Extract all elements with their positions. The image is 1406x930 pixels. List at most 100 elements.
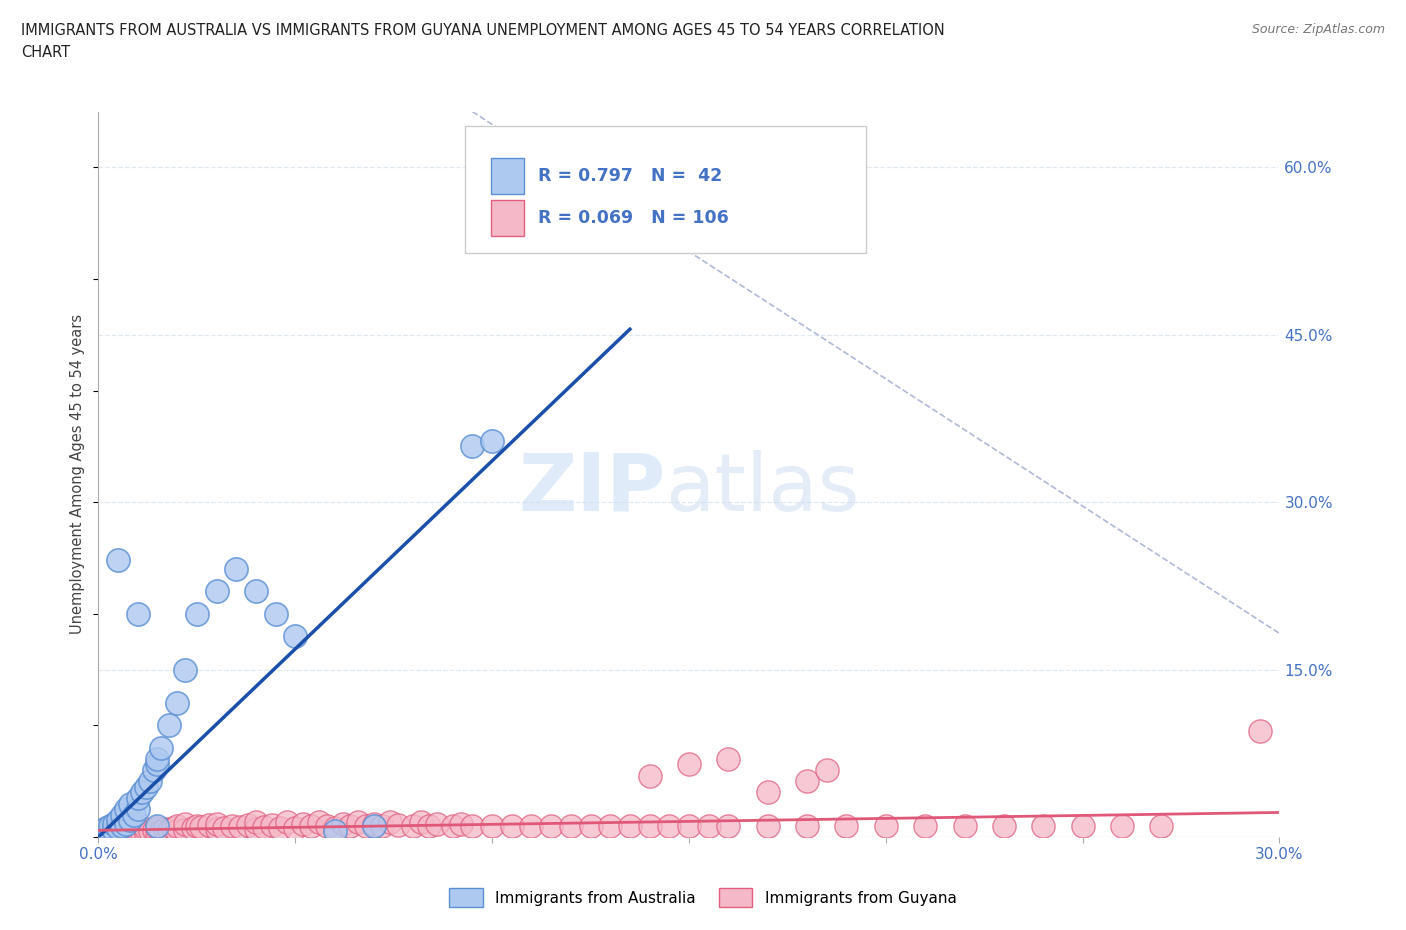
Point bbox=[481, 433, 503, 448]
Point bbox=[98, 825, 121, 840]
Point bbox=[186, 818, 208, 833]
Point bbox=[284, 820, 307, 835]
Point bbox=[363, 818, 385, 833]
Point bbox=[103, 825, 125, 840]
Point bbox=[953, 818, 976, 833]
Text: R = 0.797   N =  42: R = 0.797 N = 42 bbox=[537, 167, 723, 185]
Point bbox=[461, 818, 484, 833]
Point bbox=[91, 828, 114, 843]
Point bbox=[166, 818, 188, 833]
Point bbox=[111, 826, 134, 841]
Point bbox=[402, 818, 425, 833]
Point bbox=[107, 824, 129, 839]
Point bbox=[127, 606, 149, 621]
Point bbox=[323, 824, 346, 839]
Point bbox=[107, 552, 129, 567]
FancyBboxPatch shape bbox=[491, 200, 523, 236]
Point bbox=[1150, 818, 1173, 833]
Point bbox=[91, 826, 114, 841]
Point bbox=[197, 817, 219, 832]
Point bbox=[1071, 818, 1094, 833]
Point bbox=[96, 820, 118, 835]
Point bbox=[299, 818, 322, 833]
Point bbox=[142, 763, 165, 777]
Point bbox=[205, 822, 228, 837]
Point bbox=[579, 818, 602, 833]
Point bbox=[162, 820, 184, 835]
Point bbox=[619, 818, 641, 833]
Point bbox=[835, 818, 858, 833]
Point bbox=[308, 815, 330, 830]
Point bbox=[190, 819, 212, 834]
Point bbox=[236, 817, 259, 832]
Point bbox=[354, 818, 377, 833]
Point bbox=[131, 785, 153, 800]
Point bbox=[426, 817, 449, 831]
Point bbox=[96, 823, 118, 838]
Point bbox=[174, 662, 197, 677]
Point bbox=[638, 818, 661, 833]
Point bbox=[131, 825, 153, 840]
Point bbox=[269, 820, 291, 835]
Point bbox=[796, 818, 818, 833]
Point bbox=[638, 768, 661, 783]
Point bbox=[138, 824, 160, 839]
Point bbox=[146, 751, 169, 766]
Point bbox=[323, 820, 346, 835]
Point bbox=[560, 818, 582, 833]
Point bbox=[142, 823, 165, 838]
Text: R = 0.069   N = 106: R = 0.069 N = 106 bbox=[537, 208, 728, 227]
Point bbox=[118, 826, 141, 841]
Point bbox=[103, 824, 125, 839]
Point bbox=[91, 824, 114, 839]
Point bbox=[150, 740, 173, 755]
Point bbox=[1249, 724, 1271, 738]
Point bbox=[315, 818, 337, 833]
Point bbox=[135, 822, 157, 837]
Point bbox=[260, 817, 283, 832]
Point bbox=[678, 757, 700, 772]
Point bbox=[157, 718, 180, 733]
Point bbox=[599, 818, 621, 833]
FancyBboxPatch shape bbox=[464, 126, 866, 253]
Point bbox=[157, 823, 180, 838]
Point bbox=[107, 820, 129, 835]
Text: ZIP: ZIP bbox=[517, 450, 665, 528]
Point bbox=[245, 815, 267, 830]
Point bbox=[245, 584, 267, 599]
Point bbox=[378, 815, 401, 830]
Point bbox=[135, 826, 157, 841]
Point bbox=[461, 439, 484, 454]
Point bbox=[118, 796, 141, 811]
Point bbox=[91, 828, 114, 843]
Point bbox=[292, 817, 315, 831]
Point bbox=[166, 824, 188, 839]
Point bbox=[96, 828, 118, 843]
Legend: Immigrants from Australia, Immigrants from Guyana: Immigrants from Australia, Immigrants fr… bbox=[443, 883, 963, 913]
Point bbox=[1111, 818, 1133, 833]
Point bbox=[146, 820, 169, 835]
Point bbox=[815, 763, 838, 777]
Point bbox=[914, 818, 936, 833]
Point bbox=[993, 818, 1015, 833]
Point bbox=[98, 826, 121, 841]
Point bbox=[98, 824, 121, 839]
Point bbox=[98, 828, 121, 843]
Point bbox=[118, 823, 141, 838]
Point bbox=[111, 823, 134, 838]
Point bbox=[111, 818, 134, 833]
Point bbox=[540, 818, 562, 833]
Point bbox=[98, 818, 121, 833]
Point bbox=[146, 818, 169, 833]
Point bbox=[450, 817, 472, 831]
Point bbox=[127, 826, 149, 841]
Point bbox=[166, 696, 188, 711]
Point bbox=[91, 824, 114, 839]
Text: IMMIGRANTS FROM AUSTRALIA VS IMMIGRANTS FROM GUYANA UNEMPLOYMENT AMONG AGES 45 T: IMMIGRANTS FROM AUSTRALIA VS IMMIGRANTS … bbox=[21, 23, 945, 38]
Text: CHART: CHART bbox=[21, 45, 70, 60]
Point bbox=[1032, 818, 1054, 833]
Point bbox=[122, 807, 145, 822]
Point bbox=[135, 779, 157, 794]
Point bbox=[127, 802, 149, 817]
Point bbox=[225, 562, 247, 577]
